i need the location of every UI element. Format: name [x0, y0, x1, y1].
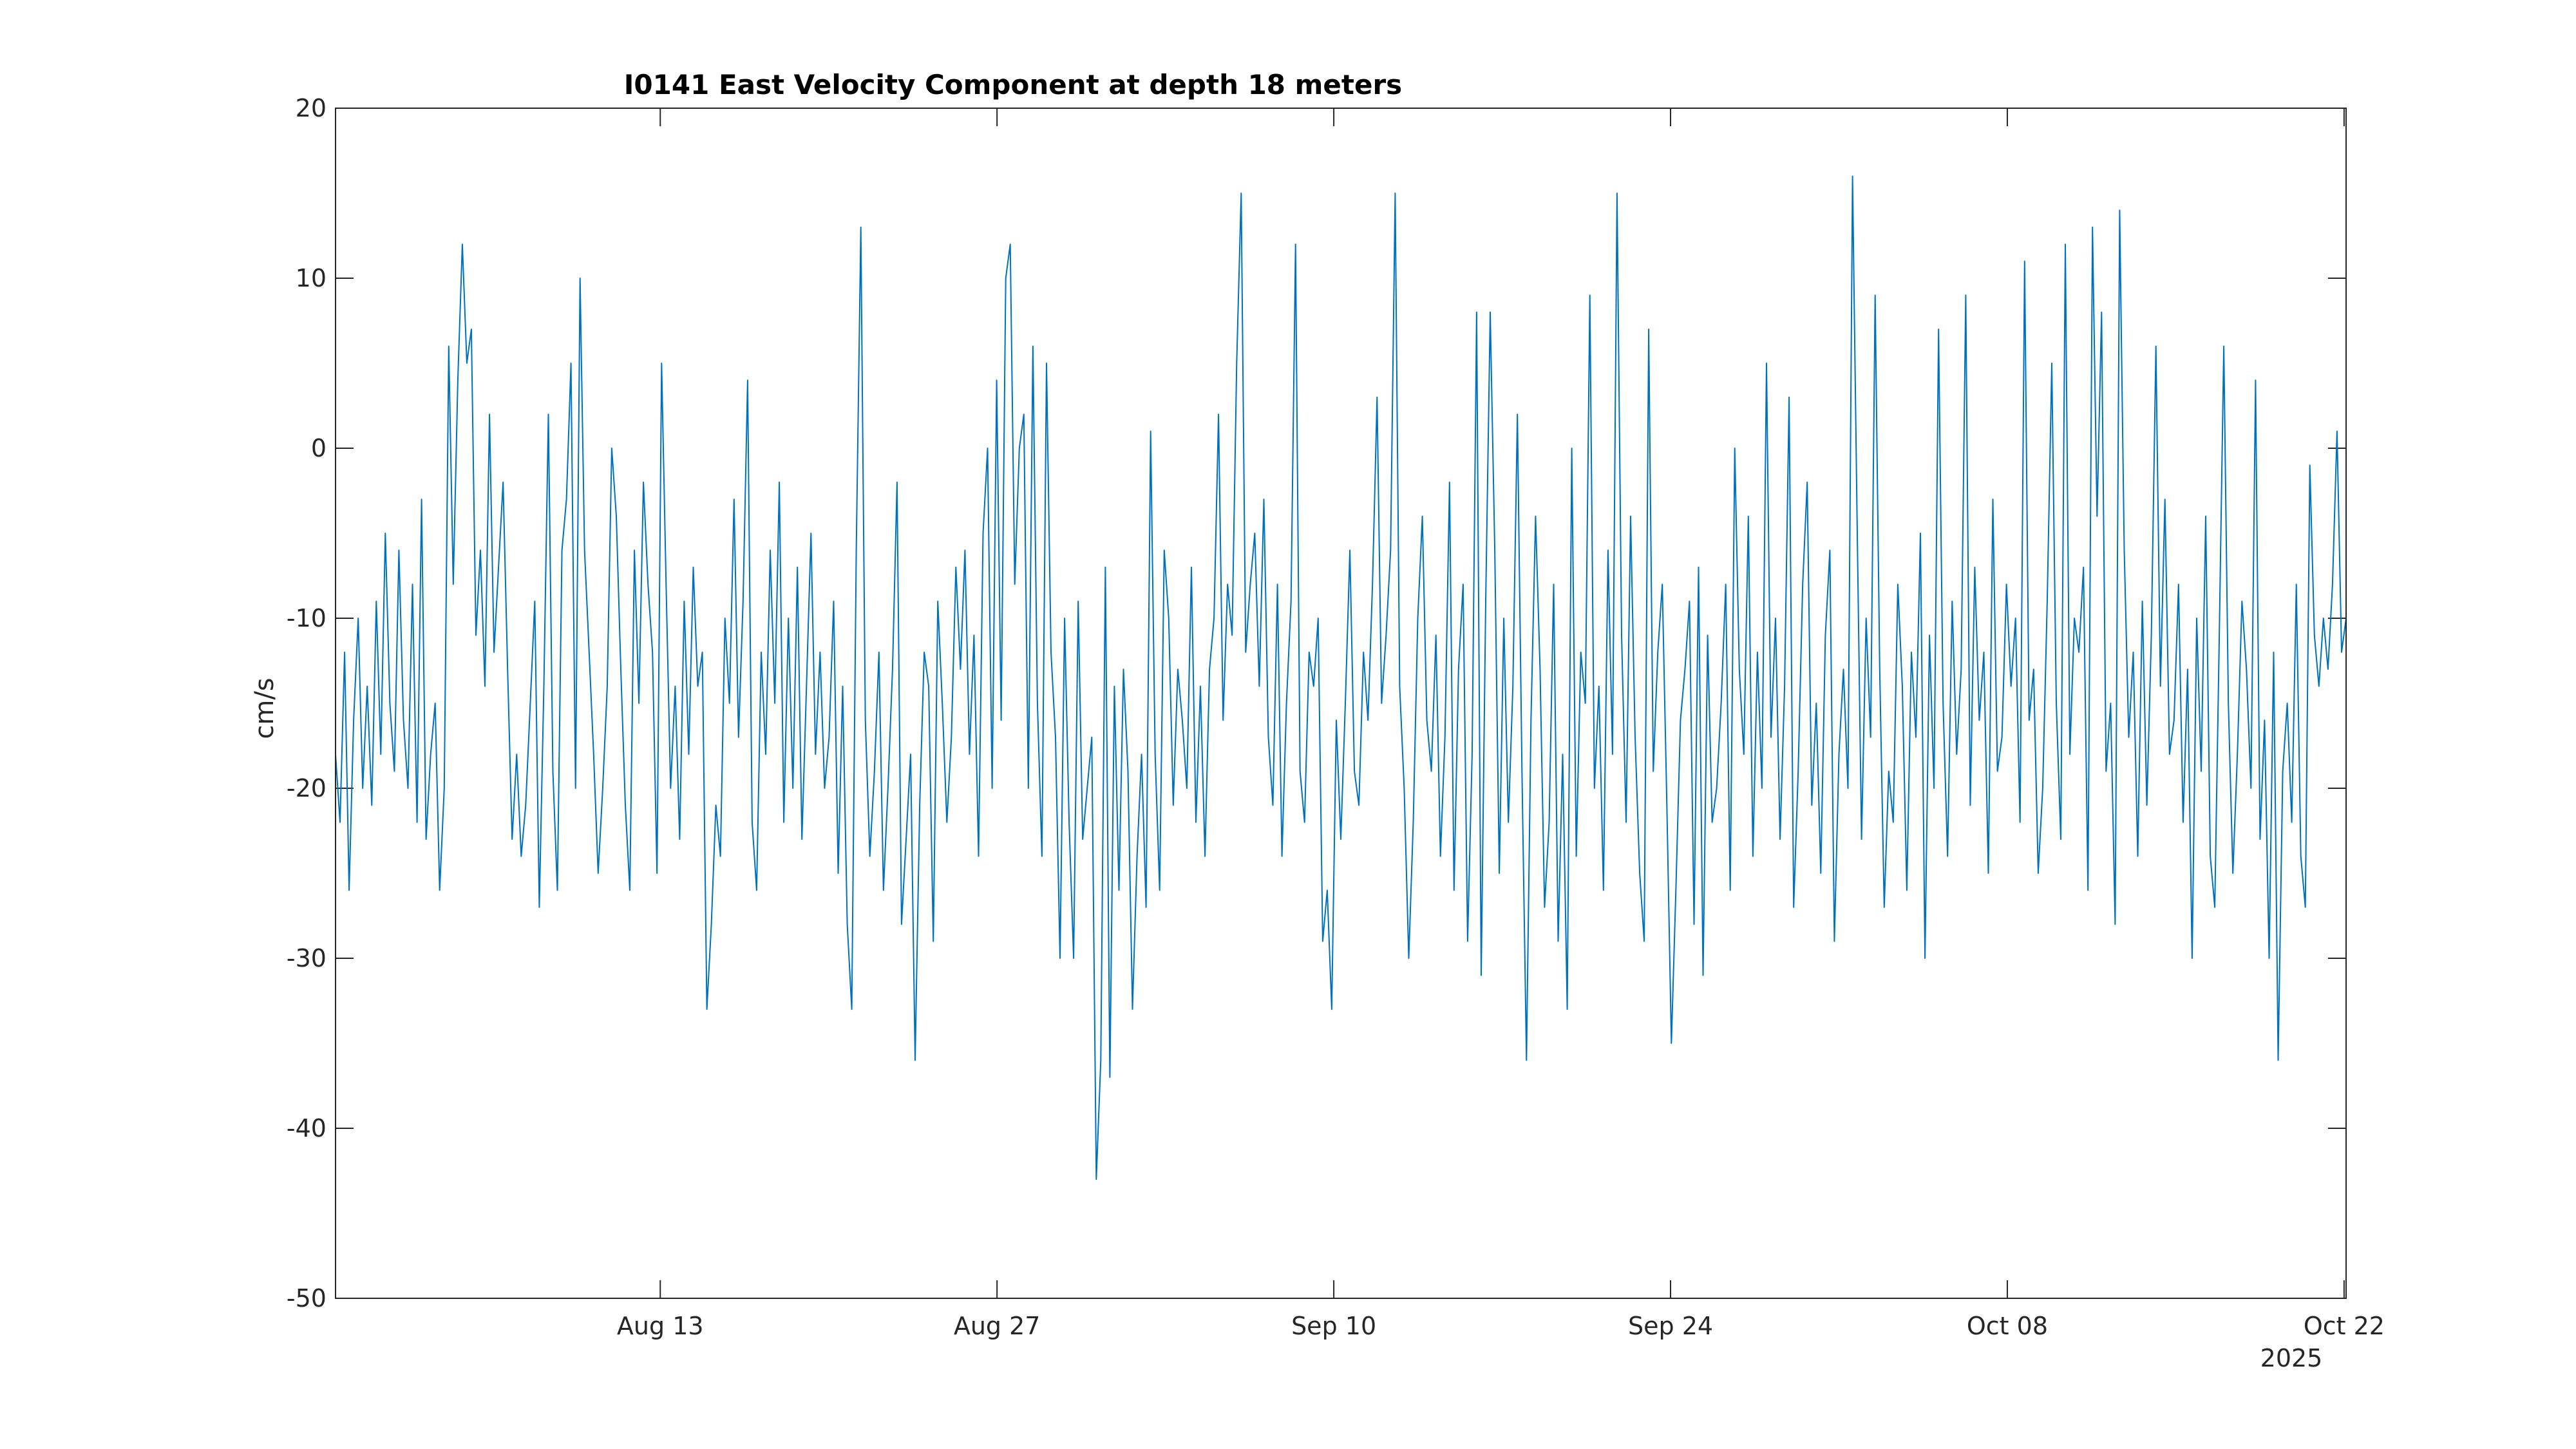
y-axis-label: cm/s: [250, 677, 279, 739]
axes-box: [335, 108, 2347, 1299]
y-tick-label: -40: [287, 1114, 327, 1142]
y-tick-label: 20: [296, 94, 327, 122]
x-axis-ticks: Aug 13 Aug 27 Sep 10 Sep 24 Oct 08 Oct 22: [617, 108, 2385, 1340]
x-tick-label: Aug 13: [617, 1312, 704, 1340]
y-axis-ticks: -50 -40 -30 -20 -10 0 10 20: [287, 94, 2346, 1312]
x-tick-label: Sep 24: [1628, 1312, 1713, 1340]
x-tick-label: Sep 10: [1291, 1312, 1376, 1340]
y-tick-label: -20: [287, 774, 327, 802]
y-tick-label: -50: [287, 1284, 327, 1312]
y-tick-label: 10: [296, 264, 327, 292]
y-tick-label: -10: [287, 604, 327, 632]
x-tick-label: Oct 08: [1967, 1312, 2048, 1340]
series-line: [335, 175, 2347, 1180]
x-tick-label: Aug 27: [954, 1312, 1041, 1340]
x-tick-label: Oct 22: [2304, 1312, 2385, 1340]
y-tick-label: 0: [311, 434, 327, 462]
x-axis-year-label: 2025: [2260, 1344, 2323, 1372]
plot-area: [335, 175, 2347, 1180]
chart-title: I0141 East Velocity Component at depth 1…: [624, 69, 1402, 100]
y-tick-label: -30: [287, 944, 327, 972]
